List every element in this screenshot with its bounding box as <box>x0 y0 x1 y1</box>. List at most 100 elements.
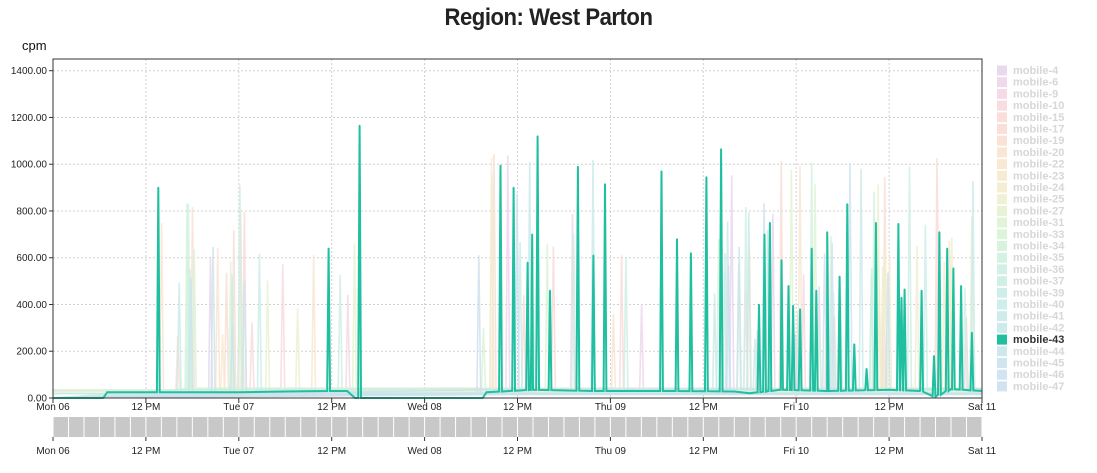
navigator-tick-label: Wed 08 <box>407 446 442 457</box>
legend-swatch <box>997 182 1007 193</box>
data-point <box>865 368 868 370</box>
legend-item-mobile-19[interactable]: mobile-19 <box>997 135 1064 147</box>
faded-series-line-mobile-6 <box>52 155 982 399</box>
navigator-tick-label: Tue 07 <box>223 446 254 457</box>
data-point <box>676 238 678 240</box>
legend-item-mobile-45[interactable]: mobile-45 <box>997 358 1064 370</box>
faded-series-line-mobile-39 <box>52 224 982 399</box>
data-point <box>875 221 877 224</box>
data-point <box>853 343 856 346</box>
data-point <box>690 252 692 254</box>
legend-label: mobile-6 <box>1013 77 1058 89</box>
legend-item-mobile-33[interactable]: mobile-33 <box>997 229 1064 241</box>
faded-series-line-mobile-41 <box>52 159 982 399</box>
legend-item-mobile-9[interactable]: mobile-9 <box>997 88 1058 100</box>
legend-item-mobile-34[interactable]: mobile-34 <box>997 241 1065 253</box>
x-tick-label: Fri 10 <box>783 402 809 413</box>
y-tick-label: 0.00 <box>28 394 48 405</box>
data-point <box>526 261 529 264</box>
legend-swatch <box>997 276 1007 287</box>
navigator-tick-label: Mon 06 <box>36 446 70 457</box>
data-point <box>952 267 955 270</box>
legend-swatch <box>997 194 1007 205</box>
legend-swatch <box>997 65 1007 76</box>
legend-label: mobile-25 <box>1013 194 1064 206</box>
legend-item-mobile-47[interactable]: mobile-47 <box>997 381 1064 393</box>
legend-swatch <box>997 334 1007 345</box>
data-point <box>720 148 722 150</box>
data-point <box>780 259 783 261</box>
data-point <box>763 233 766 236</box>
legend-label: mobile-42 <box>1013 322 1064 334</box>
y-axis: 0.00 200.00 400.00 600.00 800.00 1000.00 1200.… <box>11 66 53 405</box>
legend-label: mobile-34 <box>1013 241 1065 253</box>
legend-item-mobile-15[interactable]: mobile-15 <box>997 112 1064 124</box>
legend-swatch <box>997 311 1007 322</box>
legend: mobile-4mobile-6mobile-9mobile-10mobile-… <box>997 65 1065 393</box>
legend-item-mobile-4[interactable]: mobile-4 <box>997 65 1059 77</box>
legend-swatch <box>997 346 1007 357</box>
legend-swatch <box>997 229 1007 240</box>
y-tick-label: 1200.00 <box>11 113 48 124</box>
data-point <box>897 223 900 225</box>
y-axis-unit: cpm <box>22 38 47 53</box>
data-point <box>920 289 923 292</box>
legend-item-mobile-41[interactable]: mobile-41 <box>997 311 1064 323</box>
legend-item-mobile-20[interactable]: mobile-20 <box>997 147 1064 159</box>
legend-item-mobile-17[interactable]: mobile-17 <box>997 124 1064 136</box>
legend-swatch <box>997 124 1007 134</box>
legend-item-mobile-40[interactable]: mobile-40 <box>997 299 1064 311</box>
legend-item-mobile-25[interactable]: mobile-25 <box>997 194 1064 206</box>
x-tick-label: Wed 08 <box>407 402 442 413</box>
data-point <box>838 275 841 278</box>
legend-item-mobile-10[interactable]: mobile-10 <box>997 100 1064 112</box>
legend-item-mobile-27[interactable]: mobile-27 <box>997 205 1064 217</box>
x-tick-label: Thu 09 <box>595 402 627 413</box>
legend-item-mobile-44[interactable]: mobile-44 <box>997 346 1065 358</box>
legend-swatch <box>997 299 1007 310</box>
legend-swatch <box>997 369 1007 380</box>
data-point <box>846 203 849 205</box>
legend-item-mobile-46[interactable]: mobile-46 <box>997 369 1064 381</box>
data-point <box>971 331 973 334</box>
legend-item-mobile-6[interactable]: mobile-6 <box>997 77 1058 89</box>
legend-swatch <box>997 88 1007 99</box>
legend-item-mobile-31[interactable]: mobile-31 <box>997 217 1064 229</box>
legend-label: mobile-23 <box>1013 170 1064 182</box>
legend-swatch <box>997 252 1007 263</box>
legend-item-mobile-24[interactable]: mobile-24 <box>997 182 1065 194</box>
range-navigator[interactable] <box>52 417 983 437</box>
legend-swatch <box>997 112 1007 123</box>
legend-swatch <box>997 77 1007 88</box>
legend-swatch <box>997 287 1007 298</box>
data-point <box>758 303 760 306</box>
legend-item-mobile-43[interactable]: mobile-43 <box>997 334 1064 346</box>
navigator-tick-label: 12 PM <box>503 446 532 457</box>
legend-item-mobile-22[interactable]: mobile-22 <box>997 159 1064 171</box>
data-point <box>769 221 771 224</box>
data-point <box>810 247 813 250</box>
legend-label: mobile-46 <box>1013 369 1064 381</box>
data-point <box>549 289 551 292</box>
x-tick-label: 12 PM <box>317 402 346 413</box>
legend-swatch <box>997 322 1007 333</box>
legend-item-mobile-23[interactable]: mobile-23 <box>997 170 1064 182</box>
legend-label: mobile-19 <box>1013 135 1064 147</box>
x-tick-label: Mon 06 <box>36 402 70 413</box>
chart-title: Region: West Parton <box>444 4 653 31</box>
legend-item-mobile-35[interactable]: mobile-35 <box>997 252 1064 264</box>
legend-label: mobile-45 <box>1013 358 1064 370</box>
legend-item-mobile-42[interactable]: mobile-42 <box>997 322 1064 334</box>
y-tick-label: 600.00 <box>16 253 47 264</box>
legend-label: mobile-31 <box>1013 217 1064 229</box>
series-layer <box>53 124 983 399</box>
legend-item-mobile-37[interactable]: mobile-37 <box>997 276 1064 288</box>
legend-item-mobile-39[interactable]: mobile-39 <box>997 287 1064 299</box>
x-tick-label: Sat 11 <box>968 402 997 413</box>
data-point <box>903 288 906 291</box>
legend-label: mobile-43 <box>1013 334 1064 346</box>
faded-series-line-mobile-24 <box>52 246 982 399</box>
legend-swatch <box>997 358 1007 368</box>
legend-item-mobile-36[interactable]: mobile-36 <box>997 264 1064 276</box>
y-tick-label: 800.00 <box>16 206 47 217</box>
